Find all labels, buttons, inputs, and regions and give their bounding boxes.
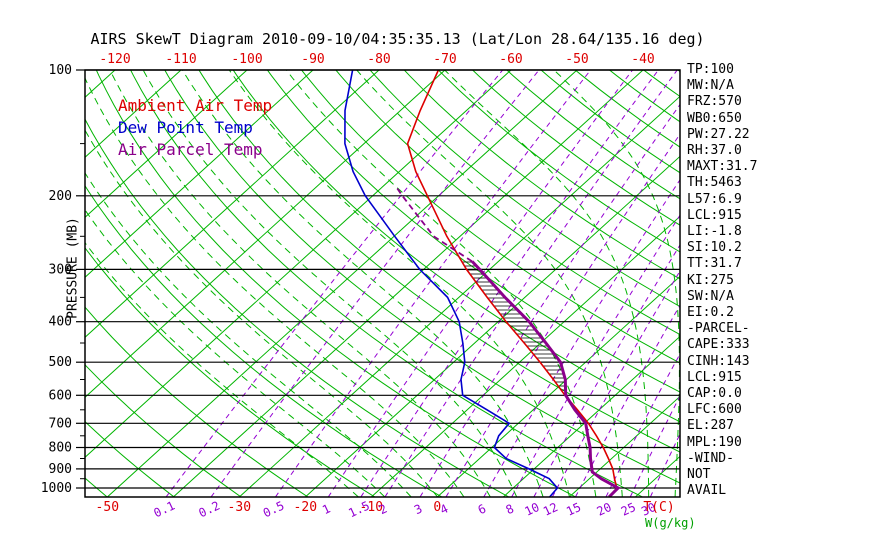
stats-line: MAXT:31.7: [687, 159, 758, 175]
temp-unit-label: T(C): [643, 500, 674, 515]
pressure-tick-label: 300: [49, 262, 72, 277]
axis-ticks: [76, 69, 85, 489]
pressure-tick-label: 500: [49, 355, 72, 370]
parcel-curve-solid: [471, 260, 621, 497]
stats-line: TP:100: [687, 62, 734, 77]
mixing-unit-label: W(g/kg): [645, 516, 696, 530]
bottom-temp-tick-label: -50: [96, 500, 119, 515]
top-temp-tick-label: -100: [231, 52, 262, 67]
top-temp-tick-label: -110: [165, 52, 196, 67]
top-temp-tick-label: -40: [631, 52, 654, 67]
mixing-ratio-tick-label: 0.5: [261, 498, 287, 520]
stats-line: FRZ:570: [687, 94, 742, 110]
stats-line: CAPE:333: [687, 337, 750, 353]
stats-line: -WIND-: [687, 450, 734, 466]
plot-border: [84, 69, 681, 498]
moist-adiabat-lines: [85, 70, 680, 497]
stats-line: EL:287: [687, 418, 734, 434]
bottom-temp-tick-label: -10: [360, 500, 383, 515]
chart-title: AIRS SkewT Diagram 2010-09-10/04:35:35.1…: [90, 30, 705, 48]
mixing-ratio-tick-label: 0.1: [151, 498, 177, 520]
pressure-axis-label: PRESSURE (MB): [65, 217, 81, 319]
pressure-tick-label: 100: [49, 63, 72, 78]
bottom-temp-tick-label: -30: [228, 500, 251, 515]
legend: Ambient Air Temp Dew Point Temp Air Parcel…: [118, 95, 272, 161]
top-temp-tick-label: -70: [433, 52, 456, 67]
top-temp-tick-label: -120: [99, 52, 130, 67]
dry-adiabat-lines: [85, 70, 680, 497]
mixing-ratio-tick-label: 1: [320, 502, 332, 518]
dewpoint-curve: [344, 70, 559, 497]
pressure-tick-label: 600: [49, 388, 72, 403]
stats-panel: TP:100 MW:N/A FRZ:570 WB0:650 PW:27.22 RH:37.…: [687, 62, 757, 499]
stats-line: SW:N/A: [687, 288, 734, 304]
ambient-temp-curve: [406, 70, 618, 497]
mixing-ratio-tick-label: 6: [476, 502, 488, 518]
mixing-ratio-tick-label: 10: [523, 500, 542, 519]
stats-line: -PARCEL-: [687, 321, 750, 337]
stats-line: AVAIL: [687, 483, 727, 499]
legend-item-dew-point-temp: Dew Point Temp: [118, 118, 253, 137]
stats-line: MW:N/A: [687, 78, 734, 94]
stats-line: PW:27.22: [687, 126, 750, 142]
pressure-tick-label: 1000: [41, 481, 72, 496]
stats-line: CAP:0.0: [687, 386, 742, 402]
mixing-ratio-tick-label: 12: [541, 500, 560, 519]
legend-item-ambient-air-temp: Ambient Air Temp: [118, 96, 273, 115]
top-temp-tick-label: -60: [499, 52, 522, 67]
stats-line: EI:0.2: [687, 305, 734, 321]
mixing-ratio-tick-label: 3: [412, 502, 424, 518]
stats-line: MPL:190: [687, 434, 742, 450]
stats-line: LI:-1.8: [687, 224, 742, 240]
pressure-tick-label: 400: [49, 315, 72, 330]
mixing-ratio-tick-label: 0.2: [196, 498, 222, 520]
stats-line: NOT: [687, 467, 711, 483]
top-temp-tick-label: -90: [301, 52, 324, 67]
mixing-ratio-tick-label: 30: [639, 500, 658, 519]
stats-line: WB0:650: [687, 110, 742, 126]
stats-line: RH:37.0: [687, 143, 742, 159]
stats-line: LFC:600: [687, 402, 742, 418]
cape-hatch-area: [462, 261, 566, 395]
pressure-tick-label: 900: [49, 462, 72, 477]
parcel-curve-dashed: [395, 185, 473, 263]
stats-line: L57:6.9: [687, 191, 742, 207]
mixing-ratio-tick-label: 15: [564, 500, 583, 519]
bottom-temp-tick-label: 0: [433, 500, 441, 515]
mixing-ratio-tick-label: 20: [595, 500, 614, 519]
stats-line: LCL:915: [687, 369, 742, 385]
stats-line: KI:275: [687, 272, 734, 288]
bottom-temp-tick-label: -20: [294, 500, 317, 515]
top-temp-tick-label: -50: [565, 52, 588, 67]
mixing-ratio-lines: [165, 70, 680, 497]
mixing-ratio-tick-label: 25: [619, 500, 638, 519]
stats-line: TH:5463: [687, 175, 742, 191]
mixing-ratio-tick-label: 8: [504, 502, 516, 518]
sounding-curves: [344, 70, 621, 497]
pressure-tick-label: 200: [49, 189, 72, 204]
legend-item-air-parcel-temp: Air Parcel Temp: [118, 140, 263, 159]
stats-line: TT:31.7: [687, 256, 742, 272]
stats-line: CINH:143: [687, 353, 750, 369]
stats-line: LCL:915: [687, 207, 742, 223]
stats-line: SI:10.2: [687, 240, 742, 256]
pressure-tick-label: 700: [49, 416, 72, 431]
pressure-tick-label: 800: [49, 440, 72, 455]
top-temp-tick-label: -80: [367, 52, 390, 67]
